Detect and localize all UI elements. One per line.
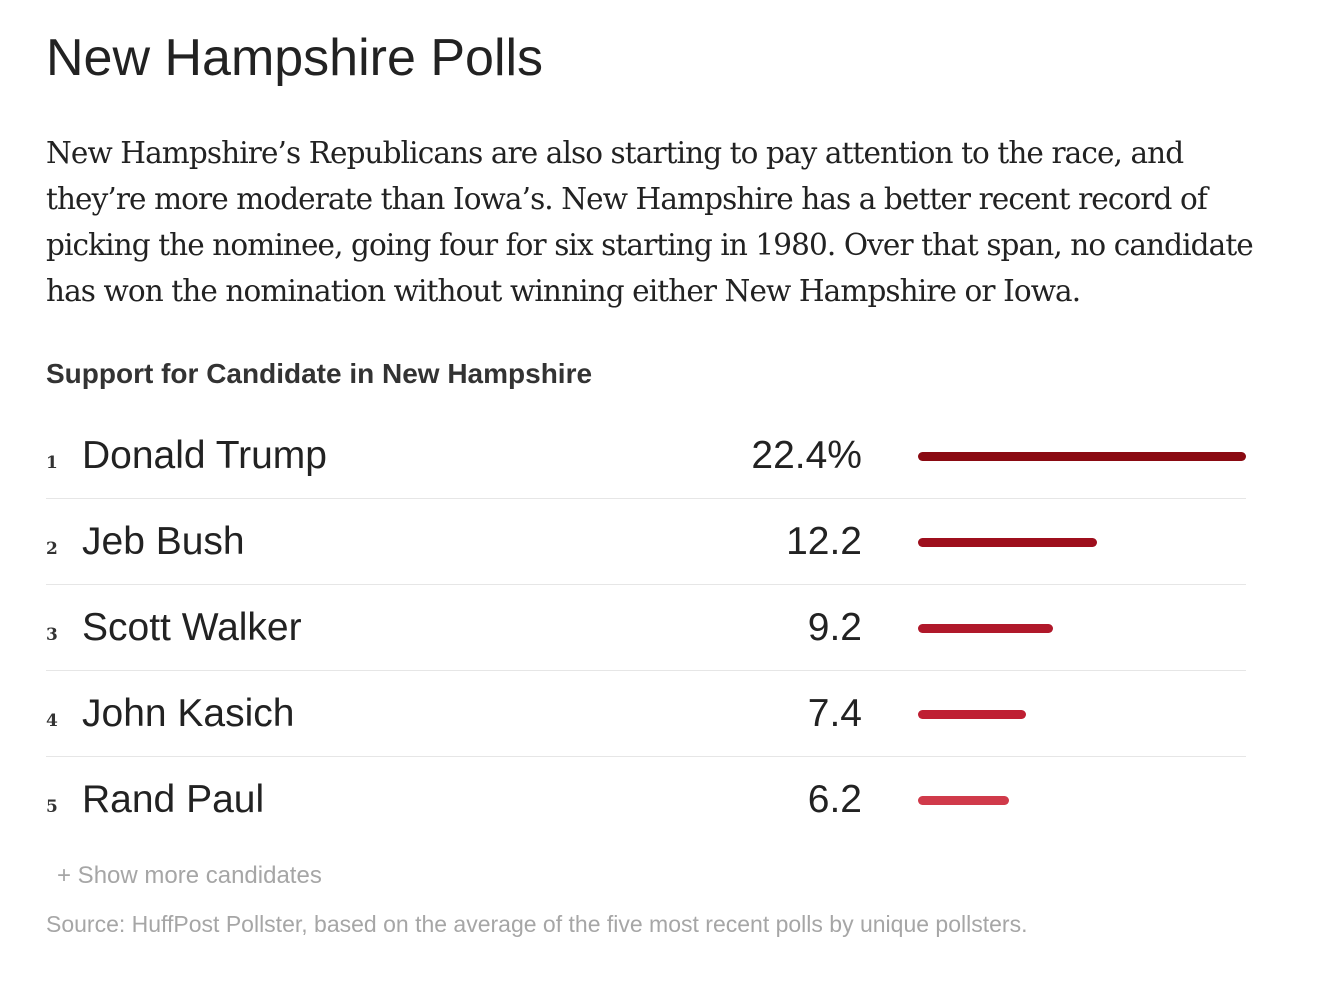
candidate-row: 2 Jeb Bush 12.2 (46, 499, 1246, 585)
page-title: New Hampshire Polls (46, 29, 544, 87)
candidate-name: Jeb Bush (82, 520, 245, 563)
candidate-value: 12.2 (786, 520, 862, 563)
candidate-bar (918, 710, 1027, 719)
candidate-value: 6.2 (807, 778, 862, 821)
candidate-row: 4 John Kasich 7.4 (46, 671, 1246, 757)
intro-line: New Hampshire’s Republicans are also sta… (46, 136, 1184, 170)
candidate-bar (918, 538, 1097, 547)
candidate-rank: 4 (46, 711, 58, 731)
candidate-bar (918, 624, 1053, 633)
candidate-name: Donald Trump (82, 434, 327, 477)
candidate-bar (918, 452, 1246, 461)
candidate-row: 5 Rand Paul 6.2 (46, 757, 1246, 842)
candidate-rank: 3 (46, 625, 58, 645)
candidate-rank: 1 (46, 453, 58, 473)
candidate-value: 9.2 (807, 606, 862, 649)
chart-title: Support for Candidate in New Hampshire (46, 358, 593, 389)
source-note: Source: HuffPost Pollster, based on the … (46, 911, 1028, 937)
candidate-rank: 5 (46, 797, 58, 817)
candidate-bar-chart: 1 Donald Trump 22.4% 2 Jeb Bush 12.2 3 S… (46, 413, 1246, 842)
intro-line: they’re more moderate than Iowa’s. New H… (46, 182, 1208, 216)
candidate-name: John Kasich (82, 692, 295, 735)
intro-line: has won the nomination without winning e… (46, 274, 1081, 308)
candidate-value: 7.4 (807, 692, 862, 735)
candidate-row: 1 Donald Trump 22.4% (46, 413, 1246, 499)
show-more-candidates-link[interactable]: + Show more candidates (57, 862, 322, 889)
candidate-bar (918, 796, 1009, 805)
candidate-name: Rand Paul (82, 778, 265, 821)
intro-paragraph: New Hampshire’s Republicans are also sta… (46, 130, 1256, 314)
candidate-rank: 2 (46, 539, 58, 559)
intro-line: picking the nominee, going four for six … (46, 228, 1254, 262)
candidate-value: 22.4% (751, 434, 862, 477)
candidate-name: Scott Walker (82, 606, 302, 649)
candidate-row: 3 Scott Walker 9.2 (46, 585, 1246, 671)
